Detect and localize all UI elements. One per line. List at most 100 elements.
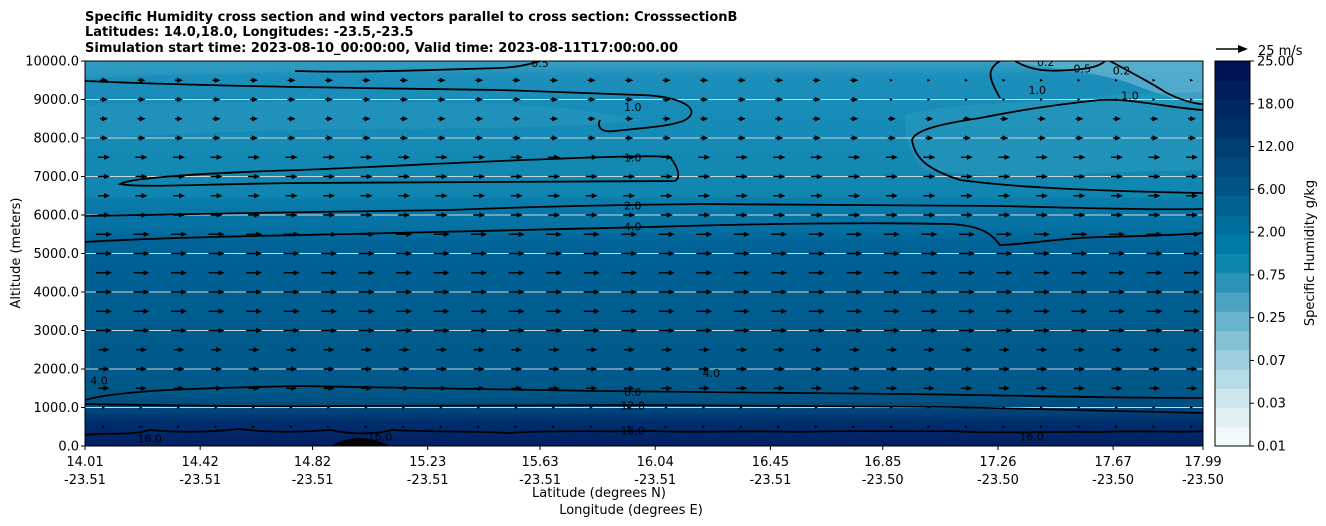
wind-vector bbox=[771, 250, 788, 257]
wind-vector bbox=[323, 173, 336, 180]
wind-vector bbox=[96, 270, 112, 276]
wind-vector bbox=[246, 231, 263, 237]
colorbar-segment bbox=[1215, 272, 1250, 293]
wind-vector bbox=[848, 173, 861, 180]
dry-region-upper-left bbox=[85, 101, 640, 138]
title-line-2: Latitudes: 14.0,18.0, Longitudes: -23.5,… bbox=[85, 25, 414, 40]
wind-vector bbox=[96, 250, 112, 257]
x-tick-label-lon: -23.51 bbox=[634, 473, 676, 488]
wind-vector bbox=[848, 193, 861, 199]
wind-vector bbox=[283, 270, 300, 276]
wind-vector bbox=[1184, 270, 1200, 276]
wind-vector bbox=[546, 270, 563, 276]
wind-vector bbox=[998, 173, 1011, 180]
wind-vector bbox=[1035, 173, 1048, 180]
wind-vector bbox=[1146, 327, 1163, 334]
wind-vector bbox=[1114, 78, 1118, 82]
wind-vector bbox=[471, 289, 488, 295]
wind-vector bbox=[321, 308, 338, 314]
x-tick-label-lon: -23.51 bbox=[749, 473, 791, 488]
wind-vector bbox=[133, 250, 150, 257]
wind-vector bbox=[248, 154, 261, 160]
contour-label: 12.0 bbox=[621, 400, 646, 413]
wind-vector bbox=[508, 231, 525, 237]
dry-region-top-right bbox=[1000, 61, 1203, 105]
wind-vector bbox=[552, 425, 556, 429]
wind-vector bbox=[886, 385, 898, 391]
wind-vector bbox=[171, 289, 188, 295]
wind-vector bbox=[508, 327, 525, 334]
wind-vector bbox=[1073, 385, 1085, 391]
wind-vector bbox=[173, 154, 186, 160]
wind-vector bbox=[100, 77, 108, 83]
wind-vector bbox=[589, 406, 593, 409]
wind-vector bbox=[621, 289, 638, 295]
wind-vector bbox=[177, 406, 181, 409]
wind-vector bbox=[433, 270, 450, 276]
wind-vector bbox=[808, 327, 825, 334]
wind-vector bbox=[437, 116, 446, 122]
wind-vector bbox=[1073, 366, 1085, 372]
wind-vector bbox=[508, 250, 525, 257]
wind-vector bbox=[927, 425, 931, 429]
wind-vector bbox=[775, 77, 784, 83]
wind-vector bbox=[1037, 135, 1046, 141]
x-tick-label-lat: 15.23 bbox=[409, 455, 446, 470]
wind-vector bbox=[660, 212, 673, 218]
wind-vector bbox=[736, 385, 748, 391]
wind-vector bbox=[283, 327, 300, 334]
x-tick-label-lat: 14.01 bbox=[66, 455, 103, 470]
wind-vector bbox=[246, 327, 263, 334]
wind-vector bbox=[1184, 250, 1200, 257]
wind-vector bbox=[358, 289, 375, 295]
wind-vector bbox=[248, 366, 260, 372]
wind-vector bbox=[360, 212, 373, 218]
wind-vector bbox=[400, 96, 409, 103]
wind-vector bbox=[885, 154, 898, 160]
wind-vector bbox=[475, 135, 484, 141]
wind-vector bbox=[812, 96, 821, 103]
wind-vector bbox=[396, 289, 413, 295]
wind-vector bbox=[621, 250, 638, 257]
wind-vector bbox=[475, 116, 484, 122]
y-axis-label: Altitude (meters) bbox=[9, 198, 24, 309]
wind-vector bbox=[962, 116, 971, 122]
wind-vector bbox=[658, 308, 675, 314]
wind-vector bbox=[996, 231, 1013, 237]
wind-vector bbox=[1033, 231, 1050, 237]
dry-region-mid-right bbox=[905, 92, 1203, 177]
colorbar-segment bbox=[1215, 61, 1250, 81]
contour-lines bbox=[85, 61, 1203, 436]
wind-vector bbox=[923, 347, 935, 353]
x-tick-label-lon: -23.51 bbox=[519, 473, 561, 488]
wind-vector bbox=[885, 173, 898, 180]
wind-vector bbox=[362, 77, 371, 83]
wind-vector bbox=[321, 231, 338, 237]
wind-vector bbox=[698, 154, 711, 160]
wind-vector bbox=[210, 212, 223, 218]
wind-vector bbox=[923, 212, 936, 218]
contour-0.2-right bbox=[1109, 61, 1203, 105]
wind-vector bbox=[700, 96, 709, 103]
x-tick-label-lon: -23.50 bbox=[862, 473, 904, 488]
wind-vector bbox=[1002, 98, 1006, 101]
wind-vector bbox=[473, 212, 486, 218]
wind-vector bbox=[135, 154, 148, 160]
wind-vector bbox=[323, 385, 335, 391]
wind-vector bbox=[623, 154, 636, 160]
wind-vector bbox=[433, 231, 450, 237]
wind-vector bbox=[1036, 385, 1048, 391]
wind-vector bbox=[323, 212, 336, 218]
wind-vector bbox=[886, 347, 898, 353]
wind-vector bbox=[361, 366, 373, 372]
wind-vector bbox=[737, 116, 746, 122]
wind-vector bbox=[586, 347, 598, 353]
colorbar-tick-label: 18.00 bbox=[1257, 97, 1294, 112]
wind-vector bbox=[923, 366, 935, 372]
wind-vector bbox=[358, 231, 375, 237]
wind-vector bbox=[171, 308, 188, 314]
wind-vector bbox=[958, 231, 975, 237]
wind-vector bbox=[173, 366, 185, 372]
contour-label: 16.0 bbox=[137, 432, 162, 445]
